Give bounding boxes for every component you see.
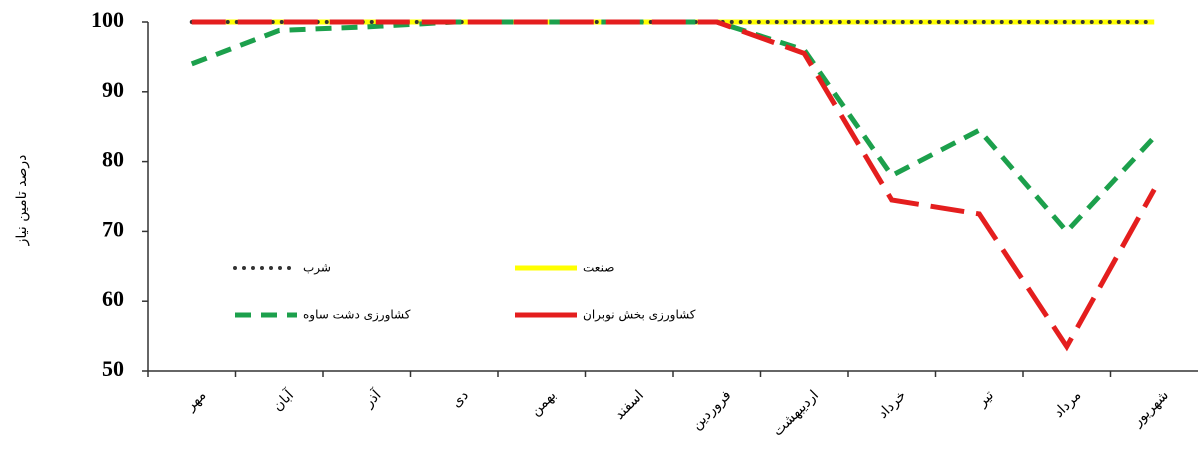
y-axis-title: درصد تامین نیاز xyxy=(14,155,30,247)
legend-label: کشاورزی بخش نوبران xyxy=(583,308,696,323)
x-tick-label: مهر xyxy=(182,387,209,414)
x-tick-label: اسفند xyxy=(611,387,647,423)
x-tick-label: اردیبهشت xyxy=(770,387,822,439)
x-tick-label: آبان xyxy=(269,386,298,415)
y-tick-label: 70 xyxy=(102,216,124,241)
x-tick-label: خرداد xyxy=(875,387,909,421)
x-tick-label: آذر xyxy=(360,386,385,411)
x-tick-label: شهریور xyxy=(1129,387,1172,430)
x-tick-label: فروردین xyxy=(689,387,735,433)
y-tick-label: 90 xyxy=(102,77,124,102)
y-tick-label: 60 xyxy=(102,286,124,311)
y-tick-label: 100 xyxy=(91,7,124,32)
x-tick-label: مرداد xyxy=(1051,387,1085,421)
y-tick-label: 50 xyxy=(102,356,124,381)
legend-label: کشاورزی دشت ساوه xyxy=(303,308,411,323)
series-line xyxy=(190,19,1157,236)
x-tick-label: تیر xyxy=(974,387,997,410)
series-line xyxy=(191,19,1157,352)
legend-label: شرب xyxy=(303,261,331,276)
x-tick-label: بهمن xyxy=(528,387,560,419)
legend-label: صنعت xyxy=(583,261,614,275)
x-tick-label: دی xyxy=(448,387,471,410)
y-tick-label: 80 xyxy=(102,147,124,172)
